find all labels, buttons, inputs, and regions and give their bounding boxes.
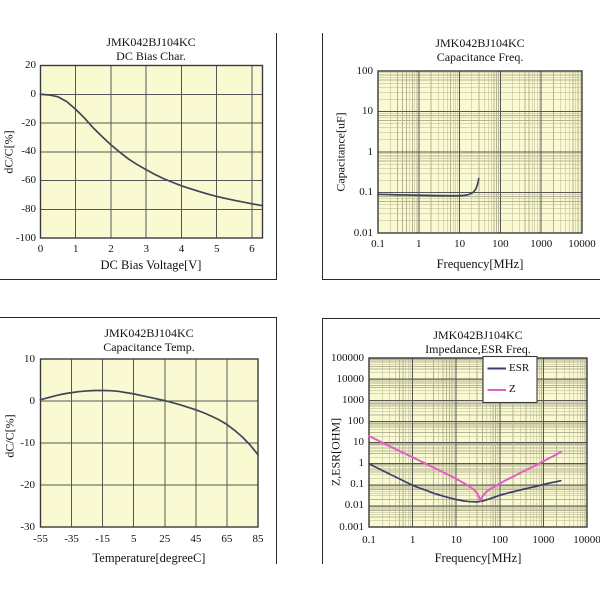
panel-impedance-esr	[322, 318, 600, 564]
x-tick-label: 5	[213, 243, 220, 255]
y-tick-label: 10000	[336, 372, 365, 385]
y-tick-label: -20	[20, 478, 35, 491]
cap-temp-frame	[39, 358, 259, 528]
chart-subtitle: Impedance,ESR Freq.	[425, 342, 531, 356]
y-tick-label: -20	[21, 116, 36, 129]
y-tick-label: 0.1	[350, 478, 364, 491]
legend-label-esr: ESR	[509, 361, 530, 374]
cap-freq-frame	[377, 70, 583, 234]
legend-label-z: Z	[509, 383, 516, 395]
y-tick-label: 10	[353, 436, 364, 448]
x-tick-label: 3	[143, 243, 149, 255]
x-tick-label: 65	[221, 533, 233, 545]
y-tick-label: 0.01	[344, 499, 364, 512]
x-tick-label: 100	[492, 238, 509, 250]
cap-freq-minor-grid	[378, 71, 582, 233]
impedance-esr-frame	[368, 357, 588, 528]
x-tick-label: 100	[491, 534, 509, 546]
chart-title: JMK042BJ104KC	[104, 326, 194, 340]
y-tick-label: -60	[21, 174, 36, 186]
panel-dc-bias	[0, 33, 277, 280]
y-tick-label: -100	[15, 231, 36, 244]
y-tick-label: 100	[347, 414, 365, 427]
x-tick-label: 5	[130, 533, 137, 545]
y-tick-label: 1	[367, 145, 374, 158]
y-tick-label: 10	[362, 105, 373, 117]
chart-subtitle: Capacitance Temp.	[103, 340, 195, 354]
x-tick-label: 1	[409, 534, 416, 546]
x-tick-label: -15	[95, 533, 110, 545]
dc-bias-frame	[39, 64, 264, 239]
panel-capacitance-temp	[0, 317, 277, 564]
y-tick-label: 0	[29, 394, 36, 407]
x-axis-label: Frequency[MHz]	[434, 551, 522, 565]
y-tick-label: 0.1	[359, 186, 373, 198]
y-tick-label: 100	[356, 64, 374, 77]
x-axis-label: DC Bias Voltage[V]	[100, 258, 202, 272]
y-tick-label: 0	[30, 87, 37, 100]
y-tick-label: 20	[25, 59, 36, 71]
x-tick-label: -35	[64, 533, 79, 545]
y-tick-label: -80	[21, 202, 36, 215]
x-tick-label: 10	[450, 534, 462, 546]
impedance-esr-series-z	[368, 435, 562, 502]
x-tick-label: 1000	[532, 534, 555, 546]
chart-subtitle: DC Bias Char.	[116, 49, 186, 63]
y-axis-label: Z,ESR[OHM]	[328, 417, 343, 487]
x-tick-label: 1000	[530, 238, 553, 250]
x-axis-label: Temperature[degreeC]	[92, 551, 206, 565]
y-tick-label: 1000	[342, 393, 364, 406]
x-tick-label: 10000	[568, 238, 596, 250]
x-tick-label: 4	[178, 243, 185, 255]
y-tick-label: 10	[24, 352, 35, 365]
x-tick-label: 45	[190, 533, 202, 545]
dc-bias-series-dc/c	[39, 93, 264, 207]
chart-title: JMK042BJ104KC	[435, 36, 525, 50]
y-tick-label: 0.01	[353, 226, 373, 239]
x-tick-label: 0.1	[362, 534, 376, 546]
x-tick-label: 6	[249, 243, 255, 255]
x-tick-label: 2	[108, 243, 114, 255]
x-tick-label: 0	[37, 243, 44, 255]
x-tick-label: 10	[454, 238, 466, 250]
y-tick-label: -40	[21, 145, 36, 158]
x-tick-label: -55	[33, 533, 48, 545]
chart-title: JMK042BJ104KC	[433, 328, 523, 342]
y-tick-label: 0.001	[339, 520, 364, 533]
cap-temp-series-dc/c	[39, 389, 259, 456]
y-tick-label: 1	[358, 457, 365, 470]
y-tick-label: -30	[20, 520, 35, 533]
impedance-esr-minor-grid	[369, 358, 587, 527]
x-tick-label: 85	[252, 533, 264, 545]
chart-title: JMK042BJ104KC	[106, 35, 196, 49]
cap-freq-series-capacitance	[377, 177, 480, 197]
x-tick-label: 1	[416, 238, 422, 250]
x-axis-label: Frequency[MHz]	[436, 257, 524, 271]
x-tick-label: 1	[72, 243, 79, 255]
x-tick-label: 0.1	[371, 238, 385, 250]
impedance-esr-legend-box	[482, 355, 538, 404]
chart-subtitle: Capacitance Freq.	[436, 50, 524, 64]
impedance-esr-series-esr	[368, 462, 562, 503]
panel-capacitance-freq	[322, 33, 600, 280]
x-tick-label: 25	[159, 533, 171, 545]
y-tick-label: 100000	[331, 351, 364, 364]
x-tick-label: 10000	[573, 534, 600, 546]
y-tick-label: -10	[20, 436, 35, 449]
